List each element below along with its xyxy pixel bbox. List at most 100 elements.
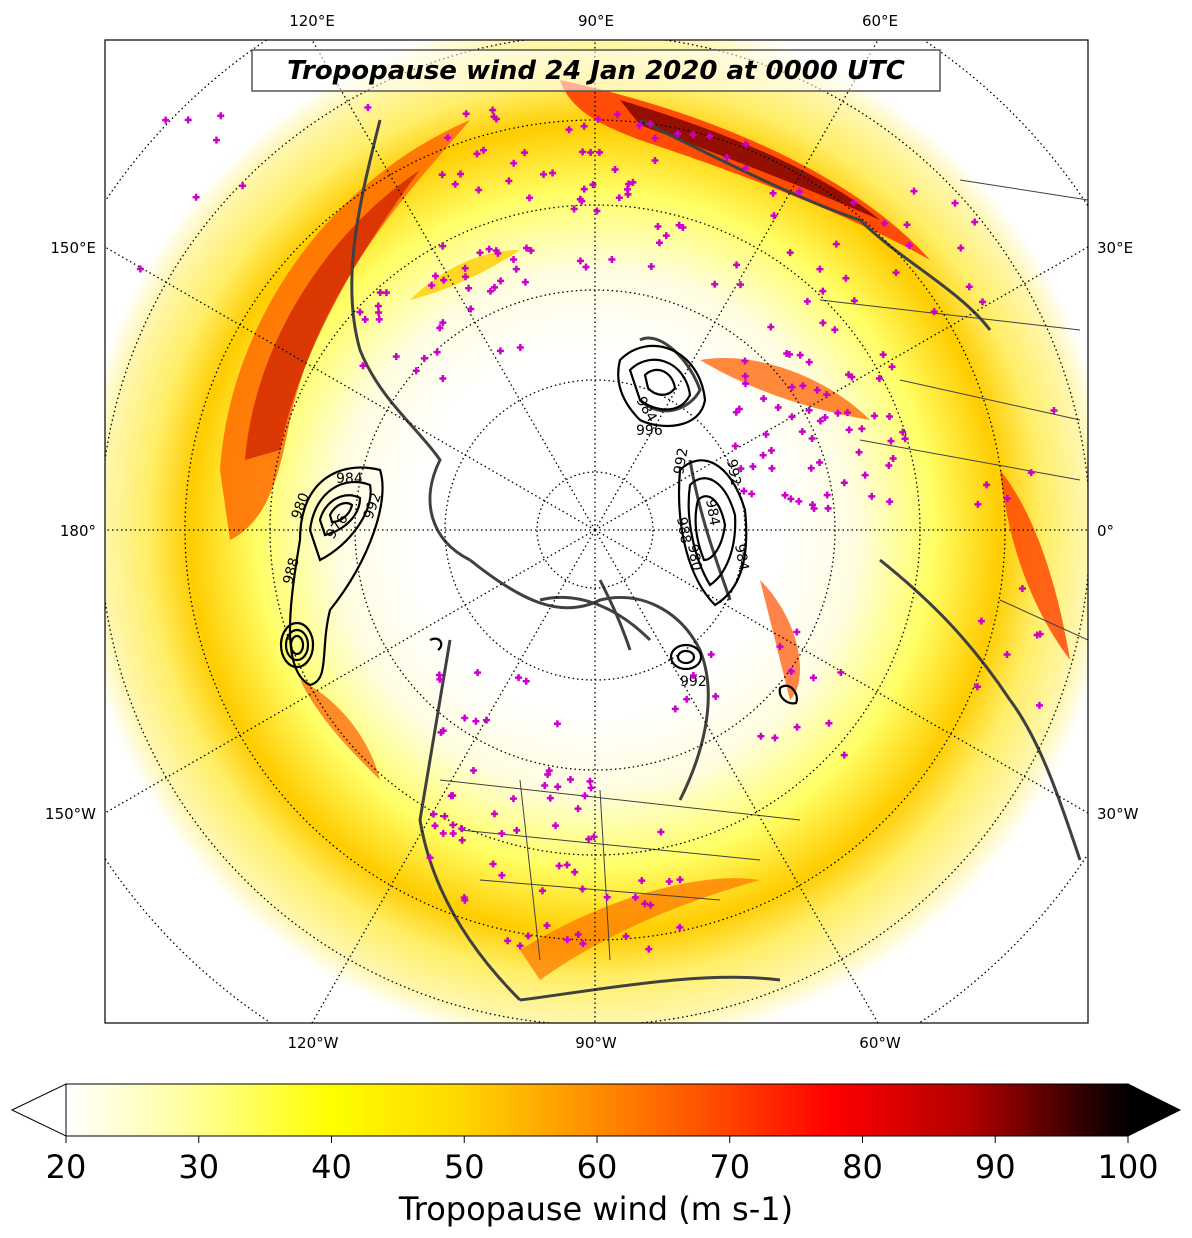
contour-label: 984 [702, 498, 722, 527]
station-marker [899, 428, 907, 436]
station-marker [887, 437, 895, 445]
station-marker [1035, 701, 1043, 709]
station-marker [889, 454, 897, 462]
station-marker [973, 683, 981, 691]
station-marker [582, 263, 590, 271]
station-marker [957, 244, 965, 252]
station-marker [589, 181, 597, 189]
station-marker [437, 728, 445, 736]
station-marker [689, 131, 697, 139]
station-marker [574, 930, 582, 938]
station-marker [885, 461, 893, 469]
station-marker [553, 720, 561, 728]
station-marker [613, 110, 621, 118]
station-marker [840, 479, 848, 487]
contour-label: 996 [636, 423, 663, 439]
station-marker [823, 491, 831, 499]
station-marker [1003, 650, 1011, 658]
station-marker [359, 362, 367, 370]
colorbar-tick-label: 100 [1097, 1148, 1158, 1186]
station-marker [798, 428, 806, 436]
station-marker [428, 281, 436, 289]
station-marker [803, 297, 811, 305]
station-marker [615, 194, 623, 202]
colorbar-ticks: 20 30 40 50 60 70 80 90 100 [46, 1136, 1159, 1186]
station-marker [524, 932, 532, 940]
station-marker [516, 942, 524, 950]
station-marker [810, 504, 818, 512]
station-marker [683, 695, 691, 703]
station-marker [732, 408, 740, 416]
station-marker [473, 150, 481, 158]
station-marker [771, 734, 779, 742]
station-marker [563, 861, 571, 869]
station-marker [496, 347, 504, 355]
station-marker [816, 458, 824, 466]
contour-label: 992 [723, 458, 743, 487]
station-marker [486, 287, 494, 295]
station-marker [712, 692, 720, 700]
station-marker [788, 413, 796, 421]
station-marker [651, 157, 659, 165]
station-marker [787, 495, 795, 503]
station-marker [885, 413, 893, 421]
station-marker [476, 249, 484, 257]
station-marker [521, 278, 529, 286]
station-marker [886, 498, 894, 506]
station-marker [676, 923, 684, 931]
station-marker [737, 465, 745, 473]
station-marker [795, 188, 803, 196]
station-marker [449, 821, 457, 829]
station-marker [834, 409, 842, 417]
station-marker [971, 218, 979, 226]
station-marker [781, 491, 789, 499]
station-marker [420, 354, 428, 362]
station-marker [654, 222, 662, 230]
station-marker [555, 862, 563, 870]
station-marker [458, 836, 466, 844]
station-marker [581, 792, 589, 800]
station-marker [522, 677, 530, 685]
station-marker [903, 221, 911, 229]
lon-label-bottom: 60°W [859, 1034, 901, 1052]
station-marker [376, 289, 384, 296]
station-marker [429, 810, 437, 818]
station-marker [675, 221, 683, 229]
station-marker [671, 705, 679, 713]
station-marker [742, 140, 750, 148]
coastlines [350, 118, 1082, 1002]
station-marker [848, 373, 856, 381]
station-marker [579, 148, 587, 156]
colorbar-tick-label: 80 [842, 1148, 883, 1186]
station-marker [462, 110, 470, 118]
station-marker [374, 302, 382, 310]
station-marker [239, 182, 247, 190]
station-marker [1036, 630, 1044, 638]
station-marker [1018, 584, 1026, 592]
station-marker [441, 812, 449, 820]
station-marker [776, 643, 784, 651]
station-marker [757, 732, 765, 740]
station-marker [983, 481, 991, 489]
station-marker [136, 265, 144, 273]
station-marker [412, 367, 420, 375]
station-marker [759, 451, 767, 459]
station-marker [651, 134, 659, 142]
station-marker [580, 185, 588, 193]
lon-label-bottom: 90°W [575, 1034, 617, 1052]
station-marker [382, 289, 390, 297]
station-marker [624, 190, 632, 198]
station-marker [842, 274, 850, 282]
station-marker [544, 770, 552, 778]
colorbar-tick-label: 90 [975, 1148, 1016, 1186]
lon-label-top: 90°E [578, 12, 614, 30]
station-marker [494, 249, 502, 257]
station-marker [641, 900, 649, 908]
station-marker [930, 308, 938, 316]
station-marker [546, 794, 554, 802]
station-marker [563, 936, 571, 944]
station-marker [799, 382, 807, 390]
station-marker [447, 792, 455, 800]
station-marker [760, 395, 768, 403]
